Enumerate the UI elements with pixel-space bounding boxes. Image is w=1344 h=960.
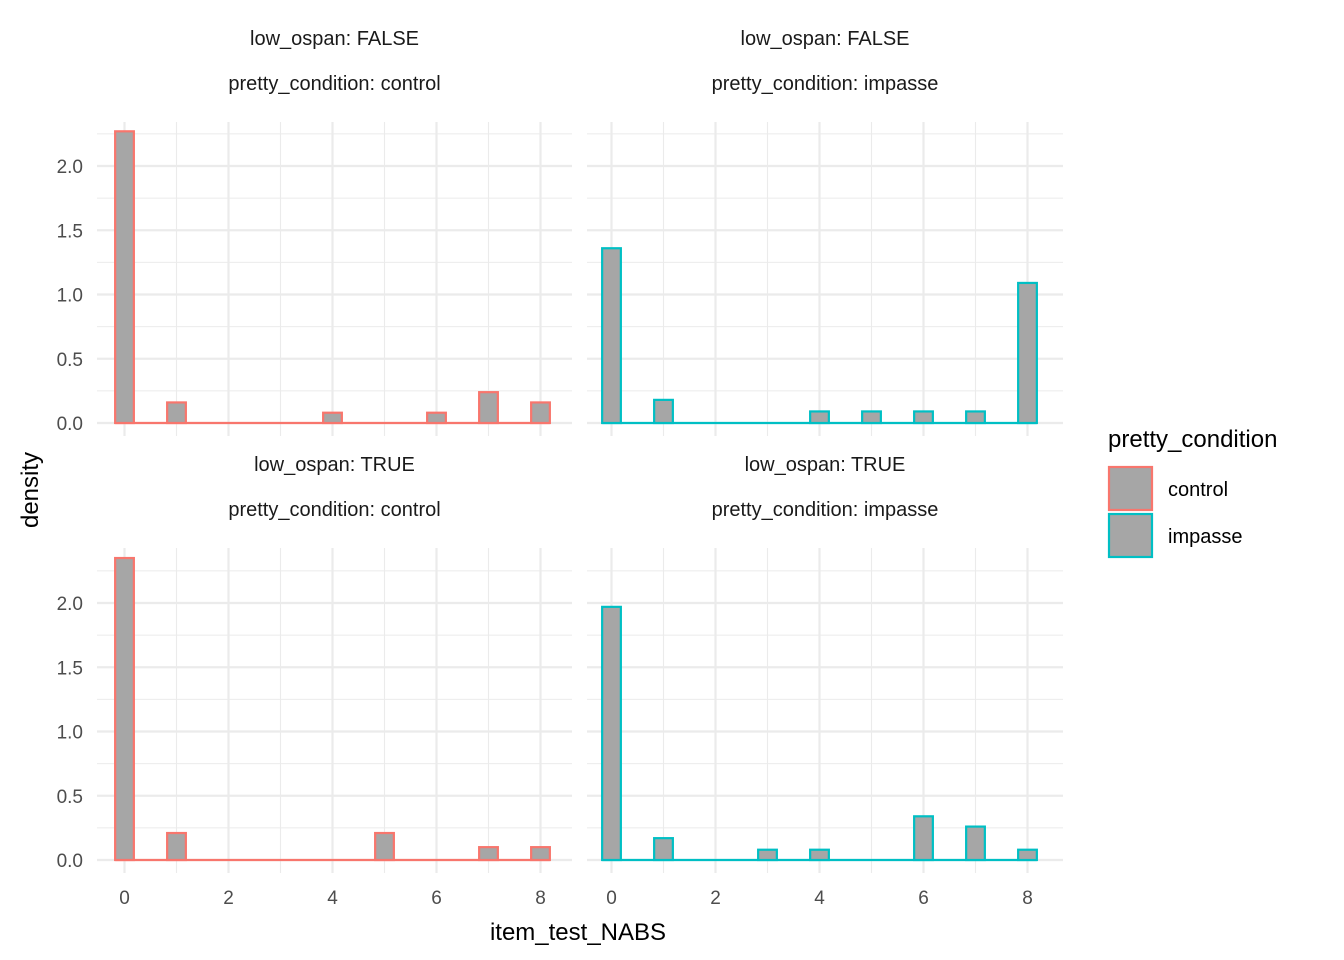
x-tick-label: 6 <box>431 888 442 909</box>
y-tick-label: 0.0 <box>57 414 83 435</box>
bar <box>322 411 343 425</box>
legend-label-control: control <box>1168 479 1228 501</box>
strip-label: low_ospan: TRUE <box>254 454 415 476</box>
x-tick-label: 8 <box>1022 888 1033 909</box>
bar <box>166 401 187 425</box>
y-tick-label: 2.0 <box>57 157 83 178</box>
y-tick-label: 1.0 <box>57 723 83 744</box>
bar <box>809 410 830 425</box>
x-tick-label: 8 <box>535 888 546 909</box>
bar <box>478 391 499 425</box>
x-tick-label: 4 <box>327 888 338 909</box>
y-tick-label: 1.5 <box>57 221 83 242</box>
strip-label: pretty_condition: control <box>228 499 440 521</box>
x-tick-label: 2 <box>710 888 721 909</box>
panel-3: low_ospan: TRUE pretty_condition: control… <box>57 454 572 909</box>
y-axis-title: density <box>17 452 44 528</box>
panels: low_ospan: FALSE pretty_condition: contro… <box>57 28 1063 909</box>
y-tick-label: 2.0 <box>57 594 83 615</box>
bar <box>809 848 830 862</box>
strip-label: low_ospan: FALSE <box>741 28 910 50</box>
bar <box>861 410 882 425</box>
bar <box>601 605 622 862</box>
panel-4: low_ospan: TRUE pretty_condition: impasse… <box>587 454 1063 909</box>
bar <box>114 130 135 425</box>
legend-key-impasse <box>1107 512 1154 559</box>
x-tick-label: 6 <box>918 888 929 909</box>
legend-label-impasse: impasse <box>1168 526 1242 548</box>
bar <box>1017 281 1038 425</box>
bar <box>913 815 934 862</box>
bar <box>114 556 135 862</box>
bar <box>478 846 499 862</box>
bar <box>653 398 674 425</box>
bar <box>757 848 778 862</box>
bar <box>530 846 551 862</box>
bar <box>965 410 986 425</box>
x-tick-label: 2 <box>223 888 234 909</box>
y-tick-label: 0.0 <box>57 851 83 872</box>
y-tick-label: 0.5 <box>57 350 83 371</box>
strip-label: pretty_condition: impasse <box>712 499 939 521</box>
x-tick-label: 0 <box>119 888 130 909</box>
panel-1: low_ospan: FALSE pretty_condition: contro… <box>57 28 572 436</box>
bar <box>530 401 551 425</box>
legend: pretty_condition control impasse <box>1107 426 1277 559</box>
strip-label: low_ospan: FALSE <box>250 28 419 50</box>
bar <box>913 410 934 425</box>
legend-key-control <box>1107 465 1154 512</box>
bar <box>1017 848 1038 862</box>
bar <box>374 831 395 862</box>
bar <box>601 247 622 425</box>
x-axis-title: item_test_NABS <box>490 919 666 946</box>
legend-title: pretty_condition <box>1108 426 1277 453</box>
bar <box>653 837 674 862</box>
bar <box>166 831 187 862</box>
strip-label: pretty_condition: impasse <box>712 73 939 95</box>
panel-2: low_ospan: FALSE pretty_condition: impass… <box>587 28 1063 436</box>
x-tick-label: 0 <box>606 888 617 909</box>
y-tick-label: 1.0 <box>57 286 83 307</box>
strip-label: pretty_condition: control <box>228 73 440 95</box>
y-tick-label: 1.5 <box>57 658 83 679</box>
strip-label: low_ospan: TRUE <box>745 454 906 476</box>
bar <box>965 825 986 862</box>
x-tick-label: 4 <box>814 888 825 909</box>
bar <box>426 411 447 425</box>
y-tick-label: 0.5 <box>57 787 83 808</box>
